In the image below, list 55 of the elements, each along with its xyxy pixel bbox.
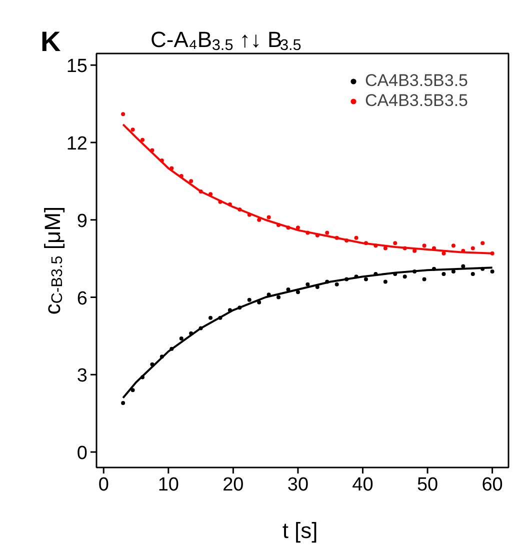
point [412,248,417,253]
point [140,138,144,142]
point [121,401,126,406]
point [383,246,388,250]
point [306,282,310,286]
x-tick-label: 0 [98,474,109,496]
line-series [122,123,494,254]
y-tick-label: 9 [76,210,88,232]
point [402,274,407,279]
point [442,272,446,276]
point [480,241,485,246]
point [189,179,194,184]
point [179,336,184,341]
point [354,236,358,240]
x-axis-title: t [s] [282,518,318,543]
legend-label: CA4B3.5B3.5 [365,91,468,111]
point [470,272,475,276]
point [208,316,213,320]
x-tick-label: 20 [222,474,244,496]
point [130,388,135,392]
point [257,300,262,304]
point [422,277,426,282]
point [442,251,446,256]
point [266,215,271,220]
y-tick-label: 12 [66,133,88,154]
point [121,112,126,116]
line-series [122,266,494,399]
text: K [40,26,61,57]
point [296,290,300,294]
point [325,230,330,235]
y-tick-label: 6 [76,288,88,310]
point [364,277,368,282]
point [470,246,475,250]
y-axis-title: cC-B3.5 [μM] [40,206,66,315]
point [451,244,456,248]
y-tick-label: 3 [76,366,88,387]
point [461,264,466,268]
x-tick-label: 60 [482,474,503,496]
point [490,269,494,274]
point [334,282,339,286]
point [276,295,281,300]
point [296,226,300,230]
y-tick-label: 0 [76,443,88,464]
point [247,298,252,302]
x-tick-label: 40 [352,474,374,496]
legend-label: CA4B3.5B3.5 [365,71,468,91]
point [130,128,135,132]
point [257,218,262,222]
x-tick-label: 10 [158,474,179,496]
point [383,280,388,284]
x-tick-label: 50 [416,474,438,496]
x-tick-label: 30 [287,474,309,496]
y-tick-label: 15 [66,56,88,78]
point [422,244,426,248]
point [393,241,398,246]
